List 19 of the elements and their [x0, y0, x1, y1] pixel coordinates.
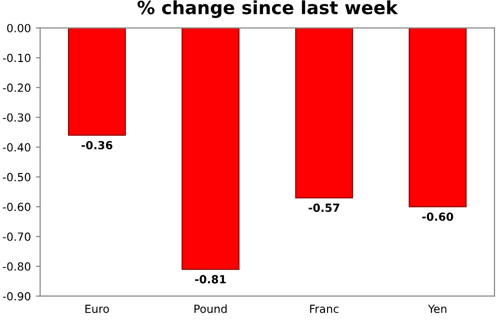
- x-tick-label: Franc: [310, 304, 338, 314]
- data-label: -0.57: [308, 204, 340, 212]
- y-tick-label: -0.20: [2, 84, 30, 92]
- data-label: -0.60: [422, 212, 454, 221]
- y-tick-label: -0.40: [2, 143, 30, 152]
- x-tick-label: Euro: [85, 304, 109, 314]
- y-tick-label: -0.50: [2, 172, 30, 182]
- y-tick-label: -0.80: [2, 262, 30, 271]
- data-label: -0.81: [195, 275, 226, 284]
- y-tick-label: 0.00: [7, 24, 30, 32]
- y-tick-label: -0.90: [2, 292, 30, 300]
- y-tick-label: -0.70: [2, 232, 30, 241]
- x-tick-label: Pound: [194, 304, 227, 314]
- y-tick-label: -0.60: [2, 202, 30, 212]
- data-label: -0.36: [82, 140, 112, 150]
- y-tick-label: -0.30: [2, 113, 30, 122]
- y-tick-label: -0.10: [2, 54, 30, 62]
- chart-title: % change since last week: [138, 0, 398, 18]
- x-tick-label: Yen: [428, 304, 446, 314]
